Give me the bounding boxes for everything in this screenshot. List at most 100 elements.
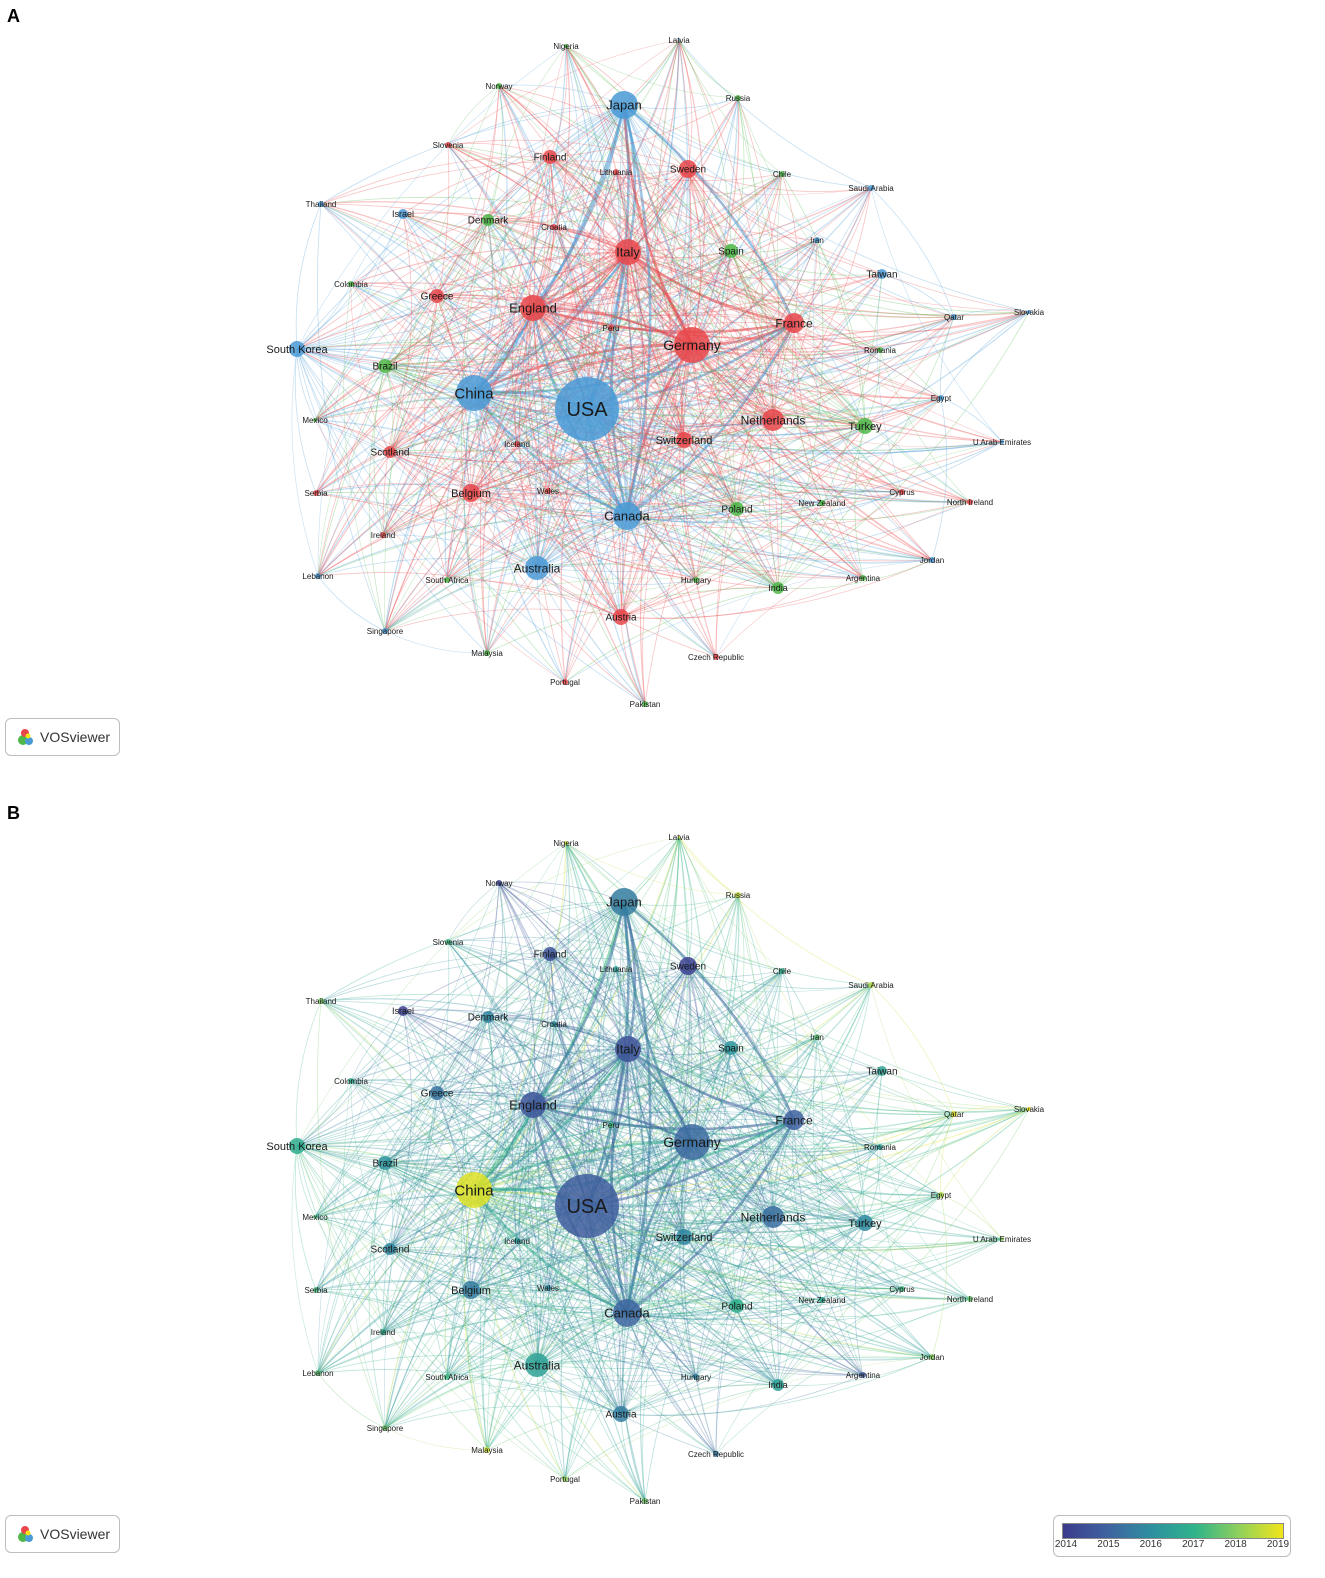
node-ireland[interactable]: [380, 1329, 386, 1335]
label-latvia[interactable]: Latvia: [668, 833, 690, 842]
label-slovakia[interactable]: Slovakia: [1014, 1105, 1045, 1114]
node-netherlands[interactable]: [762, 1206, 784, 1228]
node-cyprus[interactable]: [899, 489, 905, 495]
node-iceland[interactable]: [514, 441, 520, 447]
node-thailand[interactable]: [318, 201, 324, 207]
label-poland[interactable]: Poland: [721, 505, 752, 516]
label-latvia[interactable]: Latvia: [668, 36, 690, 45]
node-israel[interactable]: [398, 1006, 408, 1016]
label-austria[interactable]: Austria: [605, 613, 637, 624]
label-sweden[interactable]: Sweden: [670, 165, 706, 176]
node-south-africa[interactable]: [444, 1374, 450, 1380]
label-england[interactable]: England: [509, 301, 557, 316]
node-peru[interactable]: [608, 1122, 614, 1128]
label-south-africa[interactable]: South Africa: [425, 1373, 469, 1382]
node-egypt[interactable]: [938, 1192, 944, 1198]
node-slovakia[interactable]: [1027, 1107, 1031, 1111]
label-hungary[interactable]: Hungary: [681, 1373, 711, 1382]
label-argentina[interactable]: Argentina: [846, 574, 881, 583]
label-lebanon[interactable]: Lebanon: [302, 572, 333, 581]
label-czech-republic[interactable]: Czech Republic: [688, 653, 744, 662]
label-serbia[interactable]: Serbia: [304, 1286, 328, 1295]
label-south-africa[interactable]: South Africa: [425, 576, 469, 585]
label-england[interactable]: England: [509, 1098, 557, 1113]
node-thailand[interactable]: [318, 998, 324, 1004]
node-czech-republic[interactable]: [713, 654, 719, 660]
label-canada[interactable]: Canada: [604, 509, 650, 524]
node-germany[interactable]: [674, 1124, 710, 1160]
node-argentina[interactable]: [860, 1372, 866, 1378]
label-usa[interactable]: USA: [566, 399, 608, 421]
label-peru[interactable]: Peru: [603, 324, 620, 333]
node-turkey[interactable]: [857, 1215, 873, 1231]
label-peru[interactable]: Peru: [603, 1121, 620, 1130]
node-canada[interactable]: [613, 502, 641, 530]
node-australia[interactable]: [525, 1353, 549, 1377]
label-new-zealand[interactable]: New Zealand: [798, 1296, 845, 1305]
label-jordan[interactable]: Jordan: [920, 556, 944, 565]
node-lebanon[interactable]: [315, 1370, 321, 1376]
node-taiwan[interactable]: [877, 269, 887, 279]
node-peru[interactable]: [608, 325, 614, 331]
node-chile[interactable]: [779, 171, 785, 177]
label-colombia[interactable]: Colombia: [334, 280, 368, 289]
label-spain[interactable]: Spain: [718, 247, 744, 258]
label-italy[interactable]: Italy: [616, 1042, 640, 1057]
node-scotland[interactable]: [384, 446, 396, 458]
node-israel[interactable]: [398, 209, 408, 219]
label-scotland[interactable]: Scotland: [371, 448, 410, 459]
label-belgium[interactable]: Belgium: [451, 488, 491, 500]
label-norway[interactable]: Norway: [485, 82, 512, 91]
label-singapore[interactable]: Singapore: [367, 627, 404, 636]
node-netherlands[interactable]: [762, 409, 784, 431]
node-slovenia[interactable]: [445, 939, 451, 945]
label-italy[interactable]: Italy: [616, 245, 640, 260]
node-slovenia[interactable]: [445, 142, 451, 148]
label-netherlands[interactable]: Netherlands: [741, 1210, 806, 1224]
label-france[interactable]: France: [775, 316, 813, 330]
node-new-zealand[interactable]: [819, 500, 825, 506]
label-slovenia[interactable]: Slovenia: [433, 938, 464, 947]
node-belgium[interactable]: [462, 484, 480, 502]
node-brazil[interactable]: [378, 1156, 392, 1170]
node-france[interactable]: [784, 313, 804, 333]
label-wales[interactable]: Wales: [537, 1284, 559, 1293]
node-nigeria[interactable]: [564, 44, 568, 48]
node-spain[interactable]: [724, 1041, 738, 1055]
label-scotland[interactable]: Scotland: [371, 1245, 410, 1256]
node-latvia[interactable]: [678, 39, 680, 41]
node-serbia[interactable]: [313, 490, 319, 496]
label-japan[interactable]: Japan: [606, 895, 641, 910]
node-poland[interactable]: [730, 1299, 744, 1313]
label-qatar[interactable]: Qatar: [944, 313, 964, 322]
node-wales[interactable]: [545, 1285, 551, 1291]
label-switzerland[interactable]: Switzerland: [656, 435, 713, 447]
node-u-arab-emirates[interactable]: [1000, 1237, 1004, 1241]
label-u-arab-emirates[interactable]: U Arab Emirates: [973, 1235, 1031, 1244]
label-canada[interactable]: Canada: [604, 1306, 650, 1321]
node-serbia[interactable]: [313, 1287, 319, 1293]
label-iceland[interactable]: Iceland: [504, 440, 530, 449]
label-pakistan[interactable]: Pakistan: [630, 700, 661, 709]
label-germany[interactable]: Germany: [663, 1134, 721, 1150]
label-chile[interactable]: Chile: [773, 170, 792, 179]
node-usa[interactable]: [555, 377, 619, 441]
label-netherlands[interactable]: Netherlands: [741, 413, 806, 427]
node-hungary[interactable]: [693, 1374, 699, 1380]
label-israel[interactable]: Israel: [392, 1006, 414, 1016]
label-croatia[interactable]: Croatia: [541, 223, 567, 232]
node-belgium[interactable]: [462, 1281, 480, 1299]
label-croatia[interactable]: Croatia: [541, 1020, 567, 1029]
node-china[interactable]: [456, 375, 492, 411]
label-australia[interactable]: Australia: [514, 1358, 561, 1372]
label-slovakia[interactable]: Slovakia: [1014, 308, 1045, 317]
node-denmark[interactable]: [482, 214, 494, 226]
label-india[interactable]: India: [768, 1380, 788, 1390]
node-canada[interactable]: [613, 1299, 641, 1327]
node-poland[interactable]: [730, 502, 744, 516]
label-ireland[interactable]: Ireland: [371, 531, 395, 540]
node-sweden[interactable]: [679, 160, 697, 178]
node-qatar[interactable]: [951, 314, 957, 320]
label-australia[interactable]: Australia: [514, 561, 561, 575]
node-italy[interactable]: [615, 239, 641, 265]
